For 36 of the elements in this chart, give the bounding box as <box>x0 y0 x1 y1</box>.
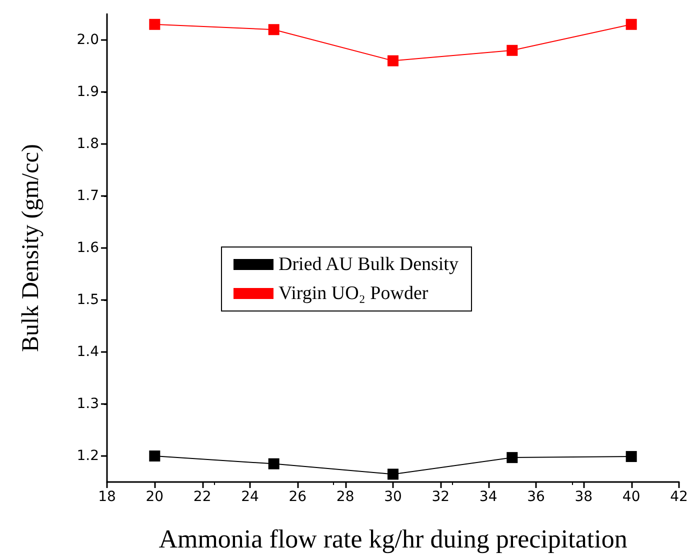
point <box>626 451 637 462</box>
y-tick-label: 1.3 <box>76 396 99 412</box>
x-tick-label: 32 <box>432 489 450 505</box>
y-axis-title: Bulk Density (gm/cc) <box>18 144 44 352</box>
legend-label: Dried AU Bulk Density <box>278 254 459 275</box>
point <box>388 55 398 66</box>
point <box>388 468 398 480</box>
x-tick-label: 36 <box>527 489 545 505</box>
x-tick-label: 40 <box>622 489 640 505</box>
x-tick-label: 20 <box>146 489 164 505</box>
point <box>268 458 280 470</box>
x-tick-label: 22 <box>193 489 212 505</box>
y-tick-label: 1.9 <box>76 84 99 100</box>
x-tick-label: 24 <box>241 489 259 505</box>
x-tick-label: 18 <box>98 489 116 505</box>
point <box>506 44 518 56</box>
x-tick-label: 34 <box>479 489 498 505</box>
y-tick-label: 2.0 <box>76 32 99 48</box>
y-tick-label: 1.8 <box>76 136 99 152</box>
x-tick-label: 42 <box>670 489 688 505</box>
x-axis-title: Ammonia flow rate kg/hr duing precipitation <box>158 524 628 554</box>
point <box>268 24 280 36</box>
point <box>626 18 637 30</box>
x-tick-label: 30 <box>384 489 402 505</box>
y-tick-label: 1.7 <box>76 188 99 204</box>
point <box>506 452 518 464</box>
point <box>149 450 160 462</box>
legend-label: Virgin UO₂ Powder <box>278 283 429 304</box>
y-tick-label: 1.5 <box>76 292 99 308</box>
point <box>149 18 160 30</box>
y-tick-label: 1.6 <box>76 240 100 256</box>
x-tick-label: 28 <box>336 489 354 505</box>
y-tick-label: 1.4 <box>76 344 100 360</box>
x-tick-label: 38 <box>574 489 593 505</box>
x-tick-label: 26 <box>288 489 307 505</box>
y-tick-label: 1.2 <box>76 448 99 464</box>
